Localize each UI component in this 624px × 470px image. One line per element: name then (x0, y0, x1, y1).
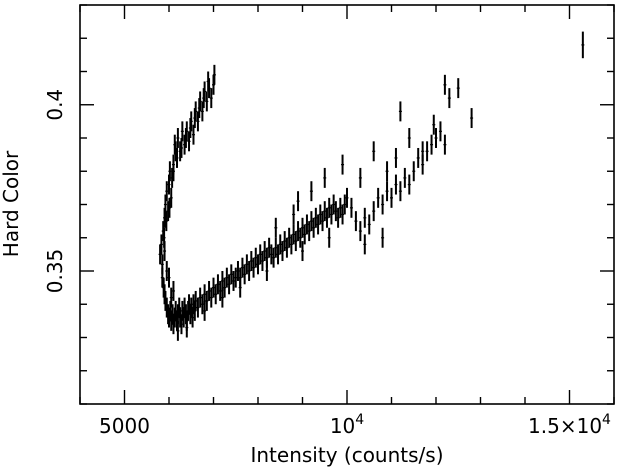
data-points (158, 31, 585, 341)
y-axis-label: Hard Color (0, 150, 23, 257)
y-tick-label: 0.4 (43, 89, 67, 121)
x-tick-label: 1.5×104 (528, 412, 611, 438)
x-tick-label-exponent: 4 (355, 412, 364, 428)
y-tick-label: 0.35 (43, 249, 67, 294)
x-axis-label: Intensity (counts/s) (250, 443, 443, 467)
x-tick-label-base: 5000 (99, 414, 150, 438)
x-tick-label-base: 10 (330, 414, 355, 438)
x-tick-label: 104 (330, 412, 364, 438)
x-tick-label-exponent: 4 (602, 412, 611, 428)
x-tick-label-base: 1.5×10 (528, 414, 602, 438)
axis-ticks (79, 4, 615, 405)
x-tick-label: 5000 (99, 414, 150, 438)
